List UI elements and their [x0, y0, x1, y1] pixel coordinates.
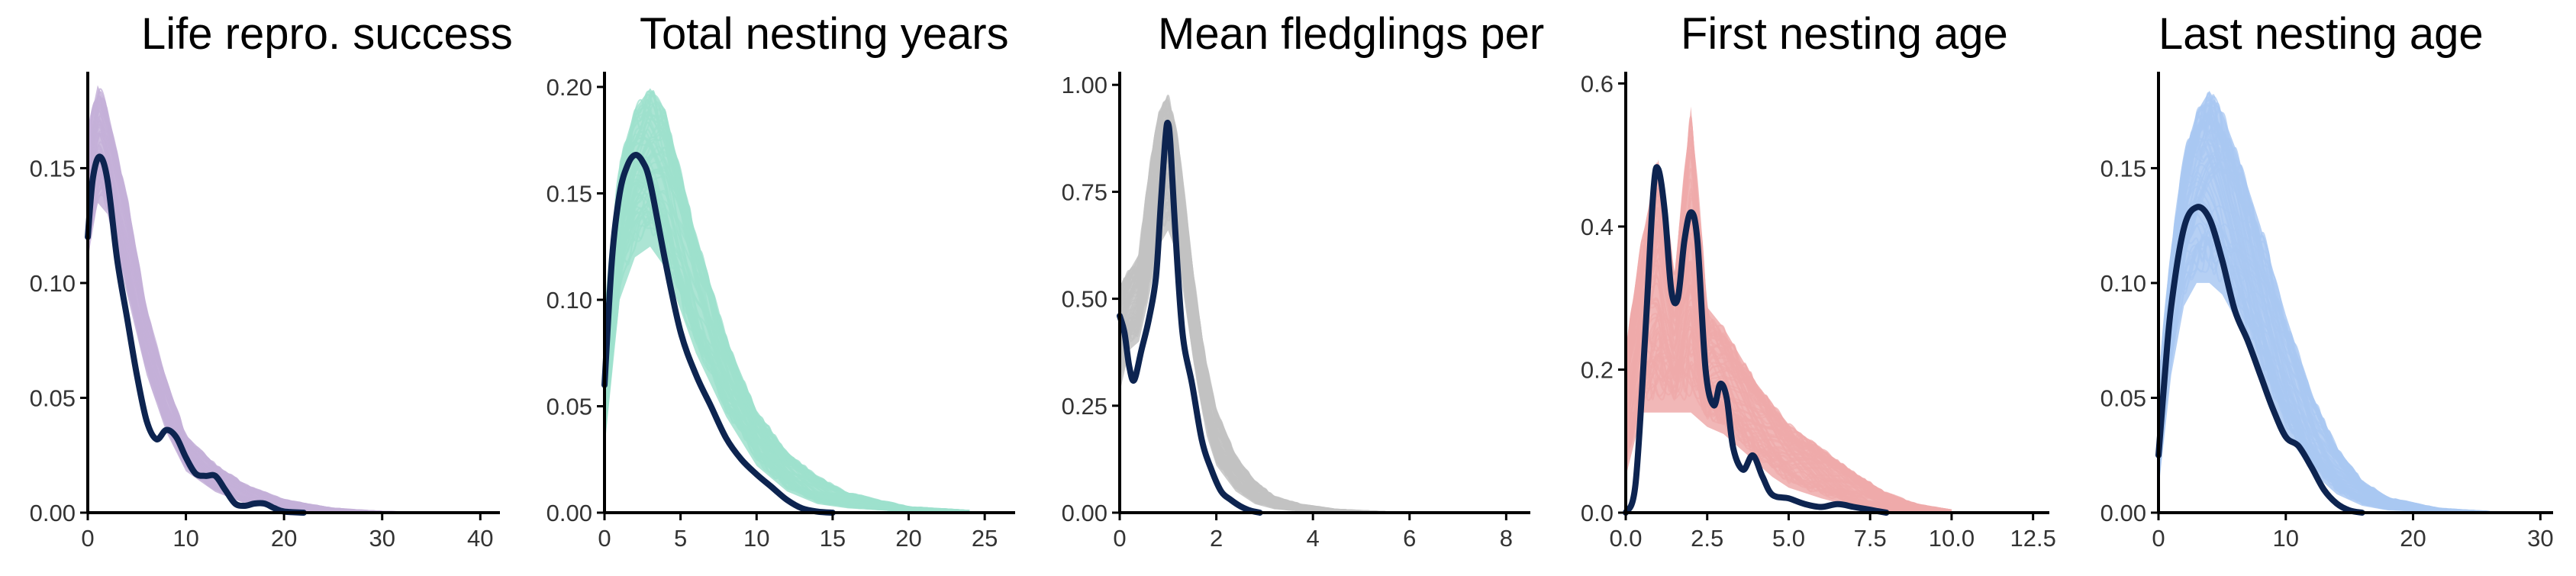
y-tick-label: 0.15	[546, 180, 592, 207]
y-tick-label: 0.15	[2100, 155, 2146, 182]
y-tick-label: 0.05	[30, 385, 76, 411]
x-tick-label: 25	[972, 525, 998, 552]
simulated-line	[86, 181, 432, 514]
panel-3: Mean fledglings per 0.00 0.25 0.50 0.75 1.00 0…	[1062, 9, 1545, 552]
simulated-line	[87, 180, 432, 514]
y-tick-label: 0.10	[30, 270, 76, 297]
x-tick-label: 20	[2400, 525, 2426, 552]
x-tick-label: 20	[895, 525, 921, 552]
x-tick-label: 8	[1500, 525, 1513, 552]
x-tick-label: 20	[271, 525, 297, 552]
x-tick-label: 15	[820, 525, 846, 552]
simulated-line	[86, 186, 432, 514]
y-tick-label: 0.6	[1581, 70, 1614, 97]
panel-title: Mean fledglings per	[1158, 9, 1544, 59]
x-tick-label: 30	[2527, 525, 2553, 552]
y-tick-label: 0.4	[1581, 214, 1614, 240]
y-tick-label: 0.0	[1581, 500, 1614, 526]
x-tick-label: 6	[1403, 525, 1416, 552]
simulated-band	[1626, 106, 1952, 513]
simulated-replicates	[1624, 106, 1952, 513]
simulated-band	[2158, 91, 2490, 513]
simulated-line	[86, 191, 432, 514]
x-tick-label: 10	[743, 525, 769, 552]
y-tick-label: 0.00	[30, 500, 76, 526]
observed-line	[2155, 204, 2365, 516]
x-tick-label: 0.0	[1609, 525, 1642, 552]
simulated-replicates	[86, 85, 432, 514]
x-tick-label: 30	[369, 525, 395, 552]
y-tick-label: 0.2	[1581, 356, 1614, 383]
simulated-line	[86, 178, 432, 514]
observed-line	[85, 153, 307, 516]
panel-title: Life repro. success	[141, 9, 513, 59]
simulated-line	[86, 182, 432, 514]
simulated-line	[86, 182, 432, 514]
x-tick-label: 5	[674, 525, 687, 552]
panel-title: First nesting age	[1681, 9, 2008, 59]
simulated-replicates	[603, 88, 970, 513]
y-tick-label: 0.15	[30, 155, 76, 182]
simulated-band	[605, 88, 970, 513]
panel-title: Last nesting age	[2158, 9, 2484, 59]
x-tick-label: 0	[1113, 525, 1126, 552]
x-tick-label: 7.5	[1854, 525, 1887, 552]
observed-line	[1623, 164, 1890, 516]
y-tick-label: 0.05	[546, 393, 592, 420]
x-tick-label: 2.5	[1691, 525, 1723, 552]
simulated-line	[86, 185, 432, 514]
simulated-replicates	[2157, 91, 2490, 513]
y-tick-label: 0.00	[2100, 500, 2146, 526]
panel-2: Total nesting years 0.00 0.05 0.10 0.15 0.20 0…	[546, 9, 1015, 552]
y-tick-label: 0.75	[1062, 179, 1107, 205]
simulated-line	[86, 182, 432, 514]
y-tick-label: 0.00	[1062, 500, 1107, 526]
y-tick-label: 0.20	[546, 74, 592, 101]
x-tick-label: 0	[81, 525, 94, 552]
panel-title: Total nesting years	[640, 9, 1009, 59]
simulated-line	[86, 194, 432, 514]
simulated-line	[86, 180, 432, 514]
x-tick-label: 5.0	[1772, 525, 1805, 552]
y-tick-label: 1.00	[1062, 72, 1107, 98]
x-tick-label: 40	[467, 525, 493, 552]
observed-line	[601, 152, 836, 516]
y-tick-label: 0.50	[1062, 286, 1107, 313]
observed-line	[1117, 120, 1263, 516]
y-tick-label: 0.10	[546, 287, 592, 314]
x-tick-label: 0	[598, 525, 611, 552]
panel-5: Last nesting age 0.00 0.05 0.10 0.15 0 10 20 30	[2100, 9, 2554, 552]
x-tick-label: 12.5	[2010, 525, 2055, 552]
simulated-replicates	[1118, 95, 1386, 514]
x-tick-label: 10.0	[1929, 525, 1975, 552]
y-tick-label: 0.25	[1062, 393, 1107, 420]
y-tick-label: 0.10	[2100, 270, 2146, 297]
x-tick-label: 0	[2152, 525, 2165, 552]
panel-1: Life repro. success 0.00 0.05 0.10 0.15 0 10 20…	[30, 9, 513, 552]
x-tick-label: 4	[1307, 525, 1320, 552]
simulated-line	[86, 180, 432, 514]
simulated-band	[1120, 95, 1386, 513]
simulated-line	[86, 181, 432, 514]
y-tick-label: 0.05	[2100, 385, 2146, 411]
simulated-band	[88, 85, 431, 513]
x-tick-label: 2	[1210, 525, 1223, 552]
y-tick-label: 0.00	[546, 500, 592, 526]
panel-4: First nesting age 0.0 0.2 0.4 0.6 0.0 2.5 5.0 7.…	[1581, 9, 2056, 552]
x-tick-label: 10	[172, 525, 198, 552]
x-tick-label: 10	[2273, 525, 2299, 552]
